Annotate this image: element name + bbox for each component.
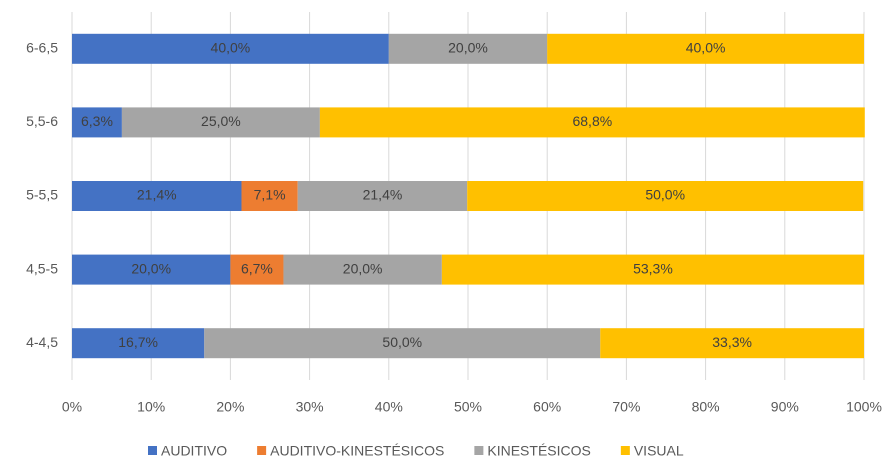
- x-tick-label: 20%: [216, 399, 244, 415]
- data-label: 68,8%: [572, 113, 612, 129]
- data-label: 16,7%: [118, 334, 158, 350]
- bar-segment: [441, 254, 864, 285]
- data-label: 20,0%: [343, 260, 383, 276]
- data-label: 50,0%: [645, 187, 685, 203]
- bar-segment: [319, 107, 865, 138]
- bar-segment: [241, 181, 298, 211]
- legend-label: AUDITIVO: [161, 443, 227, 459]
- data-label: 53,3%: [633, 260, 673, 276]
- legend-label: AUDITIVO-KINESTÉSICOS: [270, 443, 444, 459]
- x-tick-label: 100%: [846, 399, 882, 415]
- data-label: 20,0%: [448, 40, 488, 56]
- bar-segment: [467, 181, 864, 211]
- y-tick-label: 5-5,5: [26, 187, 58, 203]
- x-tick-label: 40%: [375, 399, 403, 415]
- x-tick-label: 80%: [692, 399, 720, 415]
- data-label: 7,1%: [254, 187, 286, 203]
- data-label: 20,0%: [131, 260, 171, 276]
- x-tick-label: 10%: [137, 399, 165, 415]
- x-tick-label: 50%: [454, 399, 482, 415]
- data-label: 6,3%: [81, 113, 113, 129]
- data-label: 40,0%: [686, 40, 726, 56]
- x-tick-label: 70%: [612, 399, 640, 415]
- legend-label: KINESTÉSICOS: [487, 443, 590, 459]
- bar-segment: [72, 107, 122, 138]
- bar-segment: [230, 254, 284, 285]
- legend-label: VISUAL: [634, 443, 684, 459]
- legend-swatch: [148, 446, 157, 455]
- x-tick-label: 90%: [771, 399, 799, 415]
- y-tick-label: 6-6,5: [26, 40, 58, 56]
- data-label: 6,7%: [241, 260, 273, 276]
- bar-segment: [283, 254, 442, 285]
- data-label: 21,4%: [137, 187, 177, 203]
- x-tick-label: 30%: [296, 399, 324, 415]
- bar-segment: [388, 33, 548, 64]
- bar-segment: [297, 181, 468, 211]
- bar-segment: [121, 107, 320, 138]
- legend-swatch: [257, 446, 267, 455]
- bar-segment: [600, 328, 864, 359]
- bar-segment: [72, 328, 205, 359]
- y-tick-label: 4-4,5: [26, 334, 58, 350]
- data-label: 50,0%: [382, 334, 422, 350]
- bar-segment: [72, 254, 231, 285]
- bar-segment: [204, 328, 601, 359]
- x-tick-label: 60%: [533, 399, 561, 415]
- y-tick-label: 4,5-5: [26, 260, 58, 276]
- bar-segment: [547, 33, 864, 64]
- y-tick-label: 5,5-6: [26, 113, 58, 129]
- data-label: 21,4%: [363, 187, 403, 203]
- legend-swatch: [620, 446, 630, 455]
- legend-swatch: [474, 446, 484, 455]
- data-label: 25,0%: [201, 113, 241, 129]
- data-label: 40,0%: [211, 40, 251, 56]
- bar-segment: [72, 33, 389, 64]
- bar-segment: [72, 181, 242, 211]
- x-tick-label: 0%: [62, 399, 82, 415]
- data-label: 33,3%: [712, 334, 752, 350]
